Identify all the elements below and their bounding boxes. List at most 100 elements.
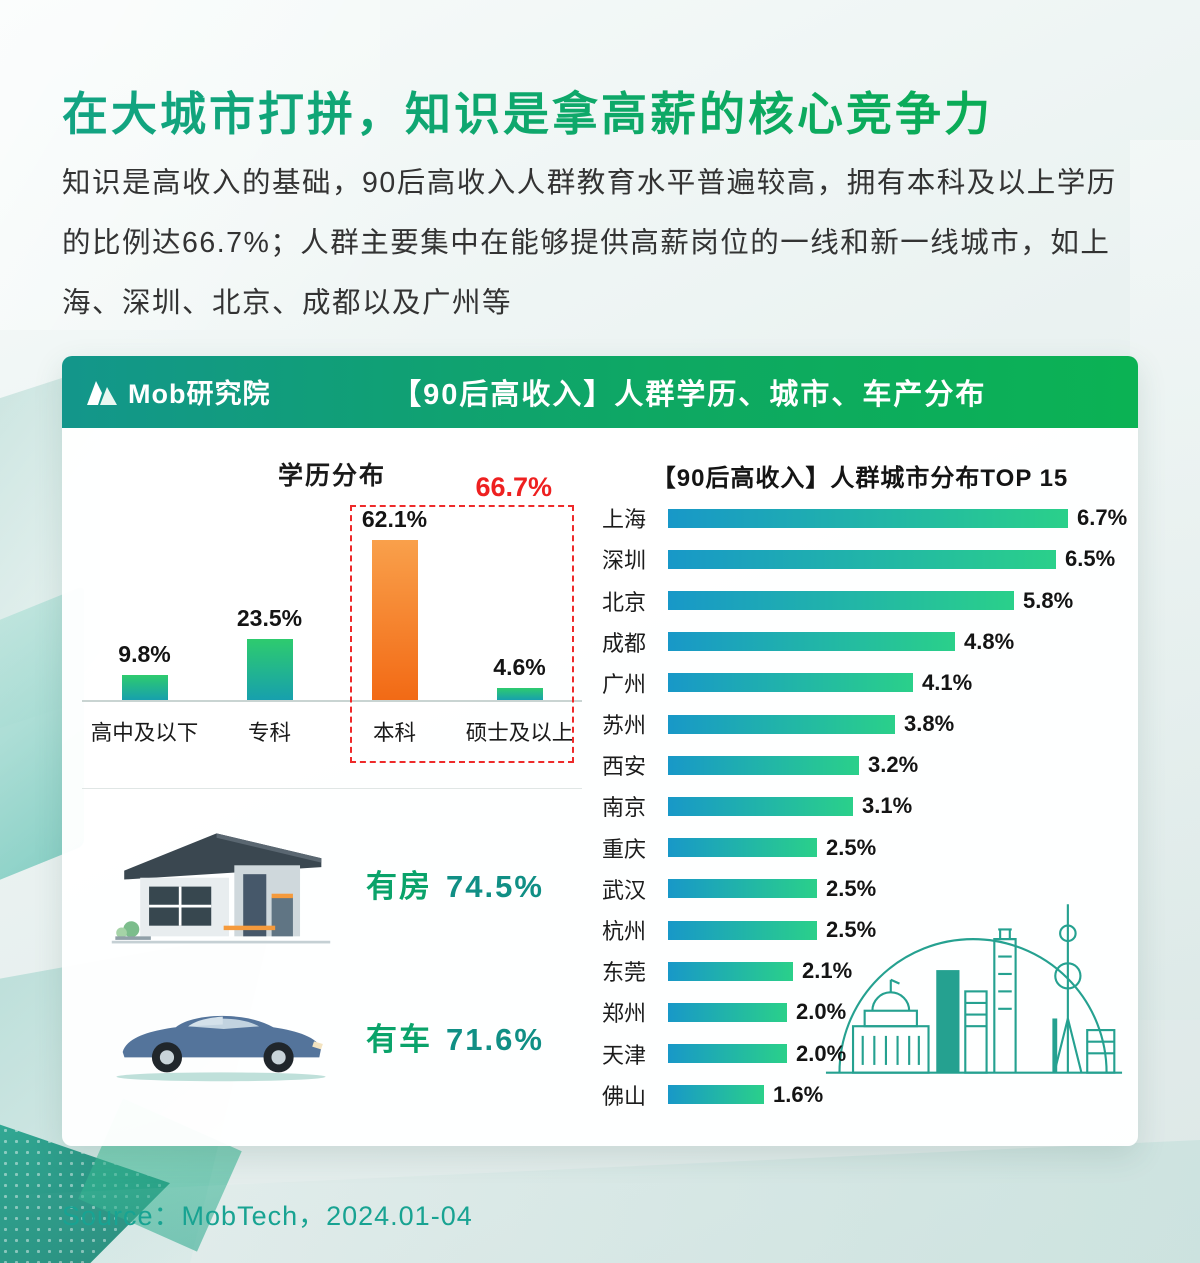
house-illustration bbox=[111, 832, 331, 943]
city-bar bbox=[668, 920, 817, 940]
city-name-label: 东莞 bbox=[602, 960, 647, 986]
city-bar bbox=[668, 714, 895, 734]
city-chart-title: 【90后高收入】人群城市分布TOP 15 bbox=[651, 464, 1069, 492]
city-value-label: 2.0% bbox=[796, 1040, 847, 1066]
edu-value-label: 62.1% bbox=[361, 505, 428, 532]
edu-bar bbox=[246, 638, 293, 700]
brand-name: Mob研究院 bbox=[128, 379, 271, 410]
car-value: 71.6% bbox=[446, 1021, 544, 1057]
combined-degree-percentage: 66.7% bbox=[475, 471, 552, 502]
city-bar bbox=[668, 755, 859, 775]
city-name-label: 天津 bbox=[602, 1042, 647, 1068]
city-bar bbox=[668, 838, 817, 858]
edu-column: 9.8% bbox=[82, 641, 207, 700]
edu-value-label: 4.6% bbox=[493, 653, 546, 680]
city-value-label: 5.8% bbox=[1023, 587, 1074, 613]
section-divider bbox=[82, 787, 582, 789]
city-skyline-illustration bbox=[825, 904, 1123, 1074]
city-bar bbox=[668, 1002, 787, 1022]
city-value-label: 3.8% bbox=[904, 711, 955, 737]
city-value-label: 2.5% bbox=[826, 834, 877, 860]
page-title: 在大城市打拼，知识是拿高薪的核心竞争力 bbox=[62, 78, 1138, 144]
city-value-label: 4.1% bbox=[922, 669, 973, 695]
deco-top-light bbox=[0, 0, 380, 330]
city-chart-rows: 上海 6.7% 深圳 6.5% 北京 5.8% 成都 4.8% 广州 4.1% 苏州 3.8% 西安 3.… bbox=[602, 498, 1127, 1116]
city-name-label: 西安 bbox=[602, 754, 647, 780]
card-body: 学历分布 66.7% 9.8% 23.5% 62.1% 4.6% 高中及以下 专科 本科 硕… bbox=[62, 428, 1138, 1142]
deco-right-band bbox=[1130, 140, 1200, 1020]
city-row: 南京 3.1% bbox=[602, 786, 1118, 827]
house-label: 有房 bbox=[366, 868, 432, 904]
car-ownership-row: 有车 71.6% bbox=[82, 990, 582, 1083]
city-name-label: 重庆 bbox=[602, 836, 647, 862]
city-name-label: 南京 bbox=[602, 795, 647, 821]
city-row: 深圳 6.5% bbox=[602, 539, 1118, 580]
education-category-labels: 高中及以下 专科 本科 硕士及以上 bbox=[82, 702, 582, 748]
car-ownership-text: 有车 71.6% bbox=[366, 1014, 544, 1059]
city-row: 东莞 2.1% bbox=[602, 951, 1118, 992]
city-bar bbox=[668, 1044, 787, 1064]
city-bar bbox=[668, 549, 1056, 569]
edu-category-label: 本科 bbox=[372, 720, 416, 745]
house-ownership-text: 有房 74.5% bbox=[366, 861, 544, 906]
city-value-label: 6.7% bbox=[1077, 505, 1128, 531]
city-row: 佛山 1.6% bbox=[602, 1074, 1118, 1115]
city-name-label: 北京 bbox=[602, 589, 647, 615]
edu-category-label: 专科 bbox=[247, 720, 291, 745]
edu-value-label: 23.5% bbox=[236, 604, 303, 631]
city-name-label: 杭州 bbox=[602, 919, 647, 944]
city-row: 上海 6.7% bbox=[602, 498, 1127, 539]
city-name-label: 广州 bbox=[602, 671, 647, 697]
city-row: 郑州 2.0% bbox=[602, 992, 1118, 1033]
edu-category-label: 硕士及以上 bbox=[465, 720, 574, 745]
left-column: 学历分布 66.7% 9.8% 23.5% 62.1% 4.6% 高中及以下 专科 本科 硕… bbox=[82, 450, 582, 1116]
car-label: 有车 bbox=[366, 1021, 432, 1057]
education-columns: 9.8% 23.5% 62.1% 4.6% bbox=[82, 502, 582, 702]
city-row: 北京 5.8% bbox=[602, 580, 1118, 621]
city-bar bbox=[668, 591, 1014, 610]
brand: Mob研究院 bbox=[86, 372, 270, 411]
house-value: 74.5% bbox=[446, 868, 544, 904]
city-value-label: 2.5% bbox=[826, 875, 877, 901]
city-row: 天津 2.0% bbox=[602, 1033, 1118, 1074]
city-bar bbox=[668, 879, 817, 899]
city-row: 西安 3.2% bbox=[602, 745, 1118, 786]
city-row: 重庆 2.5% bbox=[602, 827, 1118, 868]
city-value-label: 2.5% bbox=[826, 917, 877, 942]
source-note: Source：MobTech，2024.01-04 bbox=[62, 1200, 473, 1231]
city-value-label: 3.1% bbox=[862, 793, 913, 819]
card-header-title: 【90后高收入】人群学历、城市、车产分布 bbox=[392, 378, 987, 411]
city-value-label: 1.6% bbox=[773, 1081, 824, 1107]
edu-column: 4.6% bbox=[457, 654, 582, 700]
city-bar bbox=[668, 673, 913, 693]
city-name-label: 武汉 bbox=[602, 877, 647, 903]
city-value-label: 2.1% bbox=[802, 958, 853, 984]
edu-column: 23.5% bbox=[207, 605, 332, 700]
city-name-label: 成都 bbox=[602, 630, 647, 656]
education-chart: 学历分布 66.7% 9.8% 23.5% 62.1% 4.6% 高中及以下 专科 本科 硕… bbox=[82, 450, 582, 763]
education-chart-title: 学历分布 bbox=[277, 461, 386, 490]
city-row: 武汉 2.5% bbox=[602, 868, 1118, 909]
city-name-label: 郑州 bbox=[602, 1001, 647, 1027]
city-value-label: 4.8% bbox=[964, 628, 1015, 654]
car-illustration bbox=[116, 1015, 326, 1081]
edu-column: 62.1% bbox=[332, 506, 457, 700]
edu-bar bbox=[121, 674, 168, 700]
city-name-label: 佛山 bbox=[602, 1083, 647, 1109]
city-value-label: 2.0% bbox=[796, 999, 847, 1025]
city-bar bbox=[668, 961, 793, 981]
city-row: 成都 4.8% bbox=[602, 621, 1118, 662]
city-value-label: 3.2% bbox=[868, 752, 919, 778]
city-name-label: 苏州 bbox=[602, 713, 647, 739]
card-header: Mob研究院 【90后高收入】人群学历、城市、车产分布 bbox=[62, 355, 1138, 428]
intro-paragraph: 知识是高收入的基础，90后高收入人群教育水平普遍较高，拥有本科及以上学历的比例达… bbox=[62, 167, 1117, 319]
education-chart-header: 学历分布 66.7% bbox=[82, 450, 582, 502]
right-column: 【90后高收入】人群城市分布TOP 15 上海 6.7% 深圳 6.5% 北京 5.8% 成… bbox=[592, 450, 1127, 1116]
infographic-card: Mob研究院 【90后高收入】人群学历、城市、车产分布 学历分布 66.7% 9… bbox=[62, 355, 1138, 1146]
edu-category-label: 高中及以下 bbox=[90, 720, 199, 745]
house-ownership-row: 有房 74.5% bbox=[82, 819, 582, 948]
city-name-label: 深圳 bbox=[602, 548, 647, 574]
city-bar bbox=[668, 508, 1068, 528]
city-row: 苏州 3.8% bbox=[602, 703, 1118, 744]
